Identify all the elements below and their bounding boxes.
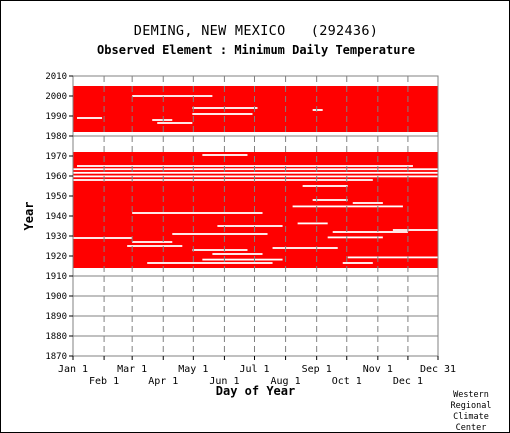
- missing-segment: [292, 205, 403, 208]
- y-tick-label: 2010: [45, 72, 67, 82]
- missing-segment: [77, 117, 103, 119]
- credit-line: Regional: [450, 401, 492, 411]
- y-tick-label: 2000: [45, 92, 67, 102]
- y-tick-label: 1920: [45, 252, 67, 262]
- missing-segment: [332, 231, 408, 233]
- y-tick-label: 1870: [45, 352, 67, 362]
- data-block: [73, 86, 438, 132]
- missing-segment: [132, 95, 213, 97]
- credit-line: Climate: [453, 412, 489, 422]
- x-tick-label: Jul 1: [239, 364, 269, 375]
- missing-segment: [302, 185, 348, 187]
- credit-label: Western Regional Climate Center: [441, 390, 501, 433]
- y-tick-label: 1960: [45, 172, 67, 182]
- y-tick-label: 1900: [45, 292, 67, 302]
- missing-segment: [73, 179, 373, 181]
- y-tick-label: 1940: [45, 212, 67, 222]
- data-block: [73, 152, 438, 268]
- missing-segment: [352, 202, 383, 204]
- x-tick-label: Feb 1: [89, 376, 119, 387]
- y-tick-label: 1880: [45, 332, 67, 342]
- missing-segment: [212, 253, 263, 255]
- missing-segment: [73, 175, 438, 178]
- missing-segment: [157, 122, 193, 124]
- missing-segment: [73, 171, 438, 174]
- x-tick-label: Apr 1: [148, 376, 178, 387]
- missing-segment: [347, 256, 438, 259]
- y-tick-label: 1990: [45, 112, 67, 122]
- missing-segment: [192, 107, 258, 109]
- x-axis-label: Day of Year: [216, 384, 295, 398]
- missing-segment: [73, 168, 438, 171]
- x-tick-label: Nov 1: [363, 364, 393, 375]
- missing-segment: [132, 241, 173, 243]
- missing-segment: [127, 245, 183, 247]
- missing-segment: [217, 225, 283, 227]
- y-tick-label: 1980: [45, 132, 67, 142]
- missing-segment: [342, 262, 373, 264]
- missing-segment: [147, 262, 273, 264]
- missing-segment: [192, 249, 248, 251]
- x-tick-label: Jan 1: [58, 364, 88, 375]
- missing-segment: [297, 222, 328, 225]
- credit-line: Western: [453, 390, 489, 400]
- missing-segment: [132, 212, 263, 214]
- x-tick-label: May 1: [178, 364, 208, 375]
- y-tick-label: 1930: [45, 232, 67, 242]
- x-tick-label: Jun 1: [209, 376, 239, 387]
- chart-title: DEMING, NEW MEXICO (292436): [133, 23, 379, 39]
- y-tick-label: 1890: [45, 312, 67, 322]
- y-tick-label: 1950: [45, 192, 67, 202]
- missing-segment: [312, 109, 323, 111]
- x-tick-label: Aug 1: [271, 376, 301, 387]
- missing-segment: [202, 258, 283, 261]
- x-tick-label: Mar 1: [117, 364, 147, 375]
- missing-segment: [77, 165, 413, 167]
- missing-segment: [272, 247, 338, 249]
- x-tick-label: Dec 1: [393, 376, 423, 387]
- missing-segment: [152, 119, 173, 121]
- missing-segment: [192, 113, 253, 115]
- missing-segment: [327, 236, 383, 239]
- missing-segment: [392, 229, 438, 231]
- missing-segment: [73, 237, 133, 239]
- missing-segment: [202, 154, 248, 156]
- x-tick-label: Oct 1: [332, 376, 362, 387]
- y-tick-label: 1910: [45, 272, 67, 282]
- x-tick-label: Sep 1: [302, 364, 332, 375]
- chart-subtitle: Observed Element : Minimum Daily Tempera…: [97, 43, 415, 57]
- y-axis-label: Year: [22, 202, 36, 231]
- y-tick-label: 1970: [45, 152, 67, 162]
- x-tick-label: Dec 31: [420, 364, 456, 375]
- credit-line: Center: [455, 423, 487, 433]
- missing-segment: [312, 199, 348, 201]
- missing-segment: [172, 233, 268, 235]
